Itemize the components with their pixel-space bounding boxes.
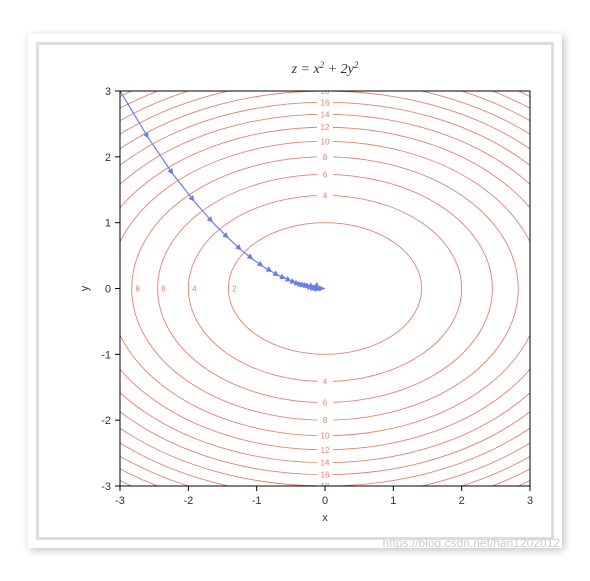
svg-text:6: 6 xyxy=(161,284,166,293)
svg-text:12: 12 xyxy=(321,123,330,132)
svg-text:4: 4 xyxy=(323,191,328,200)
svg-text:16: 16 xyxy=(321,98,330,107)
svg-text:4: 4 xyxy=(323,377,328,386)
svg-text:0: 0 xyxy=(105,283,111,295)
watermark-text: https://blog.csdn.net/han1202012 xyxy=(383,536,560,550)
svg-text:0: 0 xyxy=(322,495,328,507)
svg-text:14: 14 xyxy=(321,458,330,467)
svg-text:8: 8 xyxy=(323,416,328,425)
svg-text:2: 2 xyxy=(459,495,465,507)
svg-text:x: x xyxy=(322,512,328,524)
svg-text:3: 3 xyxy=(105,86,111,98)
svg-text:10: 10 xyxy=(321,137,330,146)
svg-text:1: 1 xyxy=(105,217,111,229)
svg-text:10: 10 xyxy=(321,431,330,440)
svg-text:-3: -3 xyxy=(115,495,125,507)
contour-plot-svg: z = x2 + 2y22444666888101012121414161618… xyxy=(45,51,545,531)
svg-text:3: 3 xyxy=(527,495,533,507)
svg-text:-2: -2 xyxy=(101,415,111,427)
svg-text:12: 12 xyxy=(321,445,330,454)
svg-text:14: 14 xyxy=(321,110,330,119)
svg-text:z = x2 + 2y2: z = x2 + 2y2 xyxy=(291,60,359,77)
svg-text:8: 8 xyxy=(323,152,328,161)
svg-text:-2: -2 xyxy=(183,495,193,507)
svg-text:4: 4 xyxy=(192,284,197,293)
svg-text:-1: -1 xyxy=(101,349,111,361)
plot-container: z = x2 + 2y22444666888101012121414161618… xyxy=(45,51,545,531)
svg-text:2: 2 xyxy=(105,151,111,163)
svg-text:y: y xyxy=(79,285,91,291)
svg-text:2: 2 xyxy=(232,284,237,293)
plot-inner-border: z = x2 + 2y22444666888101012121414161618… xyxy=(36,42,554,540)
svg-text:6: 6 xyxy=(323,398,328,407)
svg-text:6: 6 xyxy=(323,170,328,179)
plot-frame: z = x2 + 2y22444666888101012121414161618… xyxy=(28,34,562,548)
svg-text:16: 16 xyxy=(321,470,330,479)
svg-text:1: 1 xyxy=(390,495,396,507)
svg-text:-1: -1 xyxy=(252,495,262,507)
svg-text:8: 8 xyxy=(135,284,140,293)
svg-text:-3: -3 xyxy=(101,481,111,493)
